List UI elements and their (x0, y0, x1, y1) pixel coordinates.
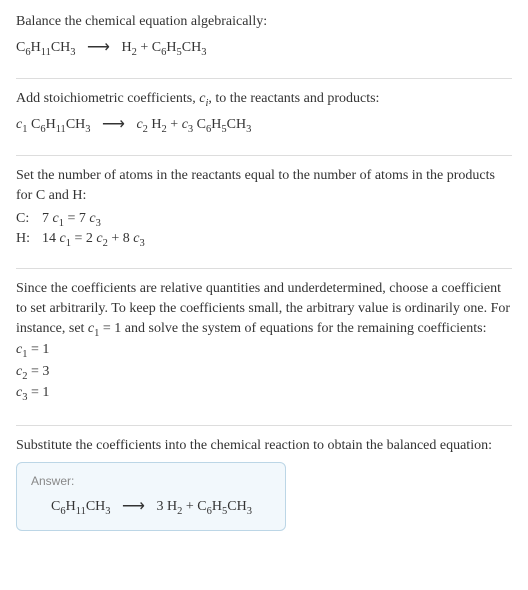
solve-title: Since the coefficients are relative quan… (16, 279, 512, 338)
c2-sub: 2 (143, 123, 148, 134)
arrow-icon: ⟶ (87, 37, 110, 59)
answer-label: Answer: (31, 473, 271, 490)
plus: + (186, 499, 197, 514)
section-solve: Since the coefficients are relative quan… (16, 279, 512, 415)
title-pre: Add stoichiometric coefficients, (16, 91, 199, 106)
title-post: and solve the system of equations for th… (121, 321, 486, 336)
atom-equations: C: 7 c1 = 7 c3 H: 14 c1 = 2 c2 + 8 c3 (16, 209, 157, 248)
balance-title: Balance the chemical equation algebraica… (16, 12, 512, 32)
eq-s: 3 (96, 218, 101, 229)
product-1-coef: 3 (156, 499, 167, 514)
section-balance: Balance the chemical equation algebraica… (16, 12, 512, 68)
divider (16, 155, 512, 156)
eq-part: 7 (42, 211, 53, 226)
reactant: C6H11CH3 (16, 40, 76, 55)
section-atoms: Set the number of atoms in the reactants… (16, 166, 512, 258)
element-eq: 7 c1 = 7 c3 (42, 209, 157, 229)
coef-line: c1 = 1 (16, 340, 512, 360)
c3-sub: 3 (188, 123, 193, 134)
v: = 1 (27, 342, 49, 357)
answer-equation: C6H11CH3 ⟶ 3 H2 + C6H5CH3 (31, 495, 271, 517)
product-1: H2 (167, 499, 182, 514)
table-row: C: 7 c1 = 7 c3 (16, 209, 157, 229)
section-answer: Substitute the coefficients into the che… (16, 436, 512, 531)
arrow-icon: ⟶ (122, 496, 145, 518)
coef-line: c3 = 1 (16, 383, 512, 403)
eq-part: 14 (42, 231, 60, 246)
element-label: H: (16, 229, 42, 249)
product-1: H2 (151, 117, 166, 132)
table-row: H: 14 c1 = 2 c2 + 8 c3 (16, 229, 157, 249)
element-eq: 14 c1 = 2 c2 + 8 c3 (42, 229, 157, 249)
plus: + (170, 117, 181, 132)
reactant: C6H11CH3 (51, 499, 111, 514)
product-2: C6H5CH3 (152, 40, 207, 55)
answer-box: Answer: C6H11CH3 ⟶ 3 H2 + C6H5CH3 (16, 462, 286, 531)
divider (16, 425, 512, 426)
eq-part: = 2 (71, 231, 96, 246)
eq-part: = 7 (64, 211, 89, 226)
v: = 1 (27, 385, 49, 400)
product-2: C6H5CH3 (197, 117, 252, 132)
balance-equation: C6H11CH3 ⟶ H2 + C6H5CH3 (16, 36, 512, 58)
reactant: C6H11CH3 (31, 117, 91, 132)
coefficients-title: Add stoichiometric coefficients, ci, to … (16, 89, 512, 109)
eq-s: 3 (139, 238, 144, 249)
set-eq: = 1 (99, 321, 121, 336)
stoich-equation: c1 C6H11CH3 ⟶ c2 H2 + c3 C6H5CH3 (16, 113, 512, 135)
plus: + (140, 40, 151, 55)
v: = 3 (27, 364, 49, 379)
section-coefficients: Add stoichiometric coefficients, ci, to … (16, 89, 512, 145)
c1-sub: 1 (22, 123, 27, 134)
arrow-icon: ⟶ (102, 114, 125, 136)
product-2: C6H5CH3 (197, 499, 252, 514)
divider (16, 268, 512, 269)
divider (16, 78, 512, 79)
coef-line: c2 = 3 (16, 362, 512, 382)
element-label: C: (16, 209, 42, 229)
answer-title: Substitute the coefficients into the che… (16, 436, 512, 456)
coef-values: c1 = 1 c2 = 3 c3 = 1 (16, 340, 512, 403)
product-1: H2 (121, 40, 136, 55)
title-post: , to the reactants and products: (208, 91, 379, 106)
eq-part: + 8 (108, 231, 133, 246)
atoms-title: Set the number of atoms in the reactants… (16, 166, 512, 205)
